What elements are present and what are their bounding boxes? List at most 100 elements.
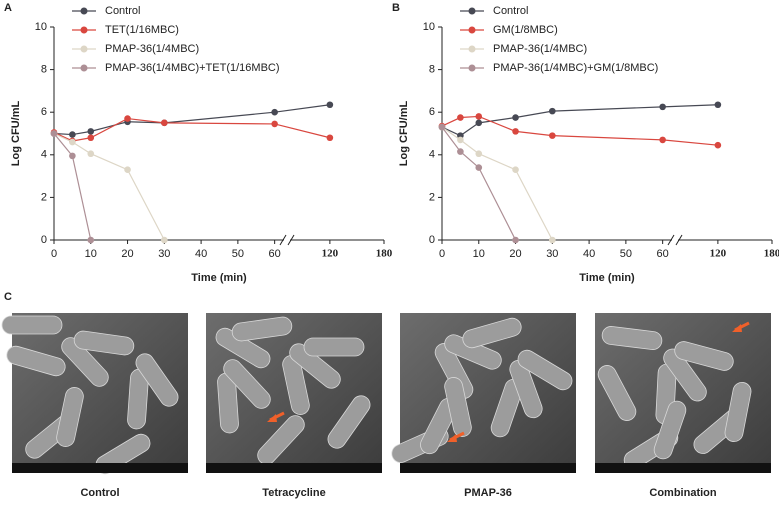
bacterium (56, 387, 84, 447)
sem-image (595, 313, 771, 473)
legend-label: PMAP-36(1/4MBC)+TET(1/16MBC) (105, 62, 280, 74)
y-axis-title: Log CFU/mL (398, 101, 410, 167)
data-point (549, 236, 556, 244)
legend-label: TET(1/16MBC) (105, 24, 179, 36)
y-tick-label: 10 (423, 21, 435, 33)
x-tick-label: 180 (764, 248, 779, 260)
bacterium (303, 337, 365, 357)
data-point (475, 150, 483, 158)
data-point (475, 119, 483, 127)
series-line (441, 104, 718, 137)
bacterium (517, 349, 573, 391)
legend-label: PMAP-36(1/4MBC)+GM(1/8MBC) (493, 62, 658, 74)
x-tick-label: 30 (158, 248, 170, 260)
data-point (326, 101, 334, 109)
bacterium (462, 317, 522, 349)
data-point (549, 107, 556, 115)
x-tick-label: 20 (509, 248, 521, 260)
scale-bar-strip (12, 463, 188, 473)
legend-marker (80, 45, 88, 53)
bacterium (444, 377, 472, 437)
bacterium (597, 365, 637, 421)
axis-break (675, 234, 683, 246)
data-point (659, 103, 666, 111)
x-tick-label: 120 (322, 248, 339, 260)
y-tick-label: 8 (41, 64, 47, 76)
data-point (69, 138, 76, 146)
x-tick-label: 10 (473, 248, 485, 260)
arrow-head (447, 434, 457, 442)
data-point (457, 114, 464, 121)
scale-bar-strip (206, 463, 382, 473)
bacterium (73, 330, 135, 356)
sem-image (391, 313, 576, 473)
data-point (457, 136, 464, 144)
data-point (326, 134, 334, 142)
x-tick-label: 0 (439, 248, 445, 260)
arrow-head (267, 414, 277, 422)
x-tick-label: 10 (85, 248, 97, 260)
bacterium (135, 353, 179, 407)
bacterium (61, 337, 109, 387)
bacterium (653, 400, 687, 460)
series-line (53, 133, 92, 241)
series-line (441, 126, 553, 241)
sem-image (206, 313, 382, 473)
y-tick-label: 8 (429, 64, 435, 76)
bacterium (6, 345, 66, 377)
legend-marker (80, 64, 88, 72)
image-caption: PMAP-36 (464, 487, 512, 499)
image-caption: Control (80, 487, 119, 499)
x-axis-title: Time (min) (579, 272, 635, 284)
data-point (271, 108, 278, 116)
image-caption: Combination (649, 487, 716, 499)
data-point (161, 236, 168, 244)
bacterium (509, 359, 543, 419)
bacterium (663, 348, 707, 402)
data-point (161, 119, 168, 127)
legend-label: PMAP-36(1/4MBC) (105, 43, 199, 55)
data-point (124, 115, 131, 122)
axis-break (287, 234, 295, 246)
data-point (714, 101, 722, 109)
image-caption: Tetracycline (262, 487, 325, 499)
y-tick-label: 6 (429, 106, 435, 118)
bacterium (674, 341, 734, 371)
bacterium (223, 359, 271, 409)
series-line (53, 132, 165, 241)
x-tick-label: 40 (195, 248, 207, 260)
x-tick-label: 60 (657, 248, 669, 260)
y-tick-label: 6 (41, 106, 47, 118)
data-point (69, 152, 76, 160)
data-point (87, 128, 95, 135)
bacterium (434, 343, 474, 399)
data-point (549, 132, 556, 139)
legend-marker (80, 7, 88, 15)
y-tick-label: 0 (429, 234, 435, 246)
y-tick-label: 2 (41, 191, 47, 203)
arrow-head (732, 324, 742, 332)
data-point (271, 120, 278, 128)
data-point (512, 114, 519, 121)
y-tick-label: 10 (35, 21, 47, 33)
data-point (714, 141, 722, 149)
scale-bar-strip (595, 463, 771, 473)
axis-break (279, 234, 287, 246)
y-axis-title: Log CFU/mL (10, 101, 22, 167)
y-tick-label: 0 (41, 234, 47, 246)
data-point (475, 164, 483, 171)
legend-label: Control (105, 5, 140, 17)
data-point (87, 236, 95, 244)
x-tick-label: 0 (51, 248, 57, 260)
axis-break (667, 234, 675, 246)
data-point (512, 128, 519, 135)
panel-label: B (392, 2, 400, 14)
series-line (441, 126, 517, 241)
data-point (87, 134, 95, 142)
data-point (457, 148, 464, 155)
data-point (512, 236, 519, 244)
legend-marker (468, 64, 476, 72)
y-tick-label: 4 (429, 149, 435, 161)
x-tick-label: 120 (710, 248, 727, 260)
